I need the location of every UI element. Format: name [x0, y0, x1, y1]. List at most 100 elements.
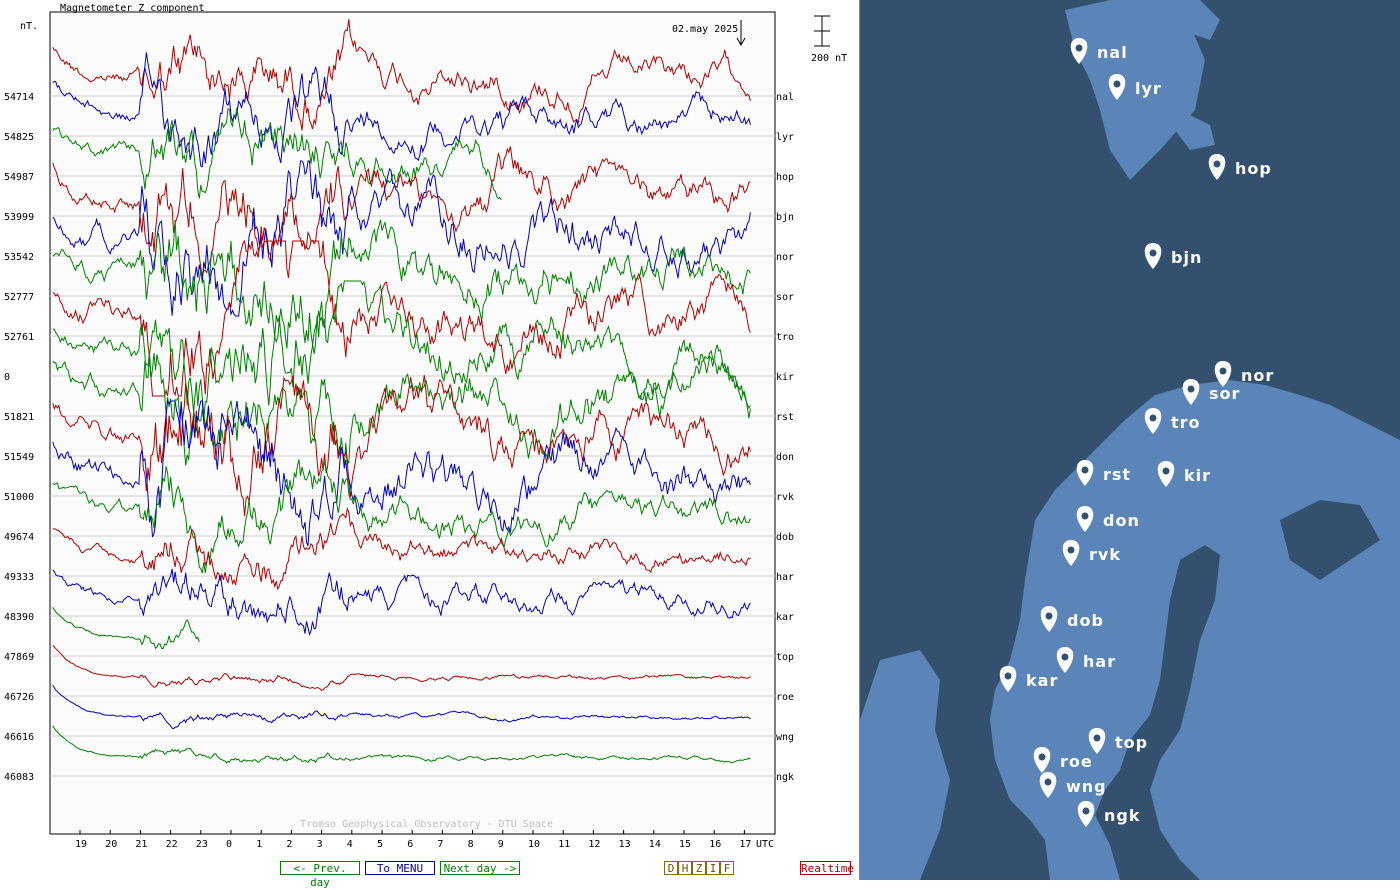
map-pin-rvk[interactable]: rvk [1062, 540, 1121, 566]
x-tick-20: 20 [105, 839, 117, 850]
realtime-button[interactable]: Realtime [800, 861, 854, 875]
map-pin-dob[interactable]: dob [1040, 606, 1104, 632]
series-hop [52, 107, 502, 201]
pin-hole [1082, 807, 1090, 815]
station-label-don: don [776, 452, 794, 463]
x-tick-9: 9 [498, 839, 504, 850]
baseline-value-nor: 53542 [4, 252, 34, 263]
x-unit-label: UTC [756, 839, 774, 850]
series-nal [52, 19, 751, 131]
footer-credit: Tromso Geophysical Observatory - DTU Spa… [300, 819, 553, 830]
menu-button[interactable]: To MENU [365, 861, 435, 875]
component-i-button[interactable]: I [706, 861, 720, 875]
component-f-button[interactable]: F [720, 861, 734, 875]
baseline-value-ngk: 46083 [4, 772, 34, 783]
svalbard-main-island [1065, 0, 1205, 180]
series-kar [52, 568, 751, 637]
map-label-roe: roe [1060, 752, 1093, 771]
baseline-value-hop: 54987 [4, 172, 34, 183]
x-tick-14: 14 [649, 839, 661, 850]
x-tick-19: 19 [75, 839, 87, 850]
chart-title: Magnetometer Z component [60, 3, 205, 14]
x-tick-4: 4 [347, 839, 353, 850]
map-pin-bjn[interactable]: bjn [1144, 243, 1203, 269]
y-unit-label: nT. [20, 21, 38, 32]
map-label-hop: hop [1235, 159, 1272, 178]
pin-hole [1187, 385, 1195, 393]
x-tick-5: 5 [377, 839, 383, 850]
x-tick-16: 16 [709, 839, 721, 850]
x-tick-15: 15 [679, 839, 691, 850]
series-bjn [52, 146, 751, 277]
component-d-button[interactable]: D [664, 861, 678, 875]
baltic-sea [1095, 545, 1220, 880]
map-pin-tro[interactable]: tro [1144, 408, 1201, 434]
station-label-nal: nal [776, 92, 794, 103]
map-pin-nor[interactable]: nor [1214, 361, 1275, 387]
map-pin-har[interactable]: har [1056, 647, 1116, 673]
baseline-value-roe: 46726 [4, 692, 34, 703]
station-label-kir: kir [776, 372, 794, 383]
svalbard-east-island [1175, 110, 1215, 150]
map-pin-kir[interactable]: kir [1157, 461, 1211, 487]
x-tick-17: 17 [739, 839, 751, 850]
map-label-kir: kir [1184, 466, 1211, 485]
series-ngk [52, 725, 751, 764]
map-pin-wng[interactable]: wng [1039, 772, 1107, 798]
map-pin-hop[interactable]: hop [1208, 154, 1272, 180]
british-isles [860, 650, 950, 880]
map-label-nal: nal [1097, 43, 1128, 62]
x-tick-21: 21 [135, 839, 147, 850]
map-label-ngk: ngk [1104, 806, 1140, 825]
map-pin-kar[interactable]: kar [999, 666, 1059, 692]
pin-hole [1067, 546, 1075, 554]
station-label-har: har [776, 572, 794, 583]
baseline-value-lyr: 54825 [4, 132, 34, 143]
pin-hole [1149, 414, 1157, 422]
map-pin-ngk[interactable]: ngk [1077, 801, 1141, 827]
series-kir [52, 280, 751, 432]
chart-canvas: Magnetometer Z component nT. 02.may 2025… [4, 3, 847, 850]
x-tick-11: 11 [558, 839, 570, 850]
station-label-bjn: bjn [776, 212, 794, 223]
pin-hole [1004, 672, 1012, 680]
map-label-bjn: bjn [1171, 248, 1202, 267]
pin-hole [1219, 367, 1227, 375]
station-label-rst: rst [776, 412, 794, 423]
map-pin-roe[interactable]: roe [1033, 747, 1093, 773]
map-pin-rst[interactable]: rst [1076, 460, 1131, 486]
baseline-value-nal: 54714 [4, 92, 34, 103]
map-pin-don[interactable]: don [1076, 506, 1140, 532]
prev-day-button[interactable]: <- Prev. day [280, 861, 360, 889]
baseline-value-bjn: 53999 [4, 212, 34, 223]
series-lyr [52, 52, 751, 168]
magnetometer-chart: Magnetometer Z component nT. 02.may 2025… [4, 0, 860, 889]
station-label-tro: tro [776, 332, 794, 343]
x-tick-12: 12 [588, 839, 600, 850]
component-z-button[interactable]: Z [692, 861, 706, 875]
station-label-top: top [776, 652, 794, 663]
baseline-value-rst: 51821 [4, 412, 34, 423]
x-tick-22: 22 [166, 839, 178, 850]
station-label-sor: sor [776, 292, 794, 303]
pin-hole [1038, 753, 1046, 761]
series-tro [52, 239, 751, 397]
x-tick-1: 1 [256, 839, 262, 850]
pin-hole [1045, 612, 1053, 620]
map-pin-nal[interactable]: nal [1070, 38, 1128, 64]
map-pin-sor[interactable]: sor [1182, 379, 1241, 405]
map-label-rst: rst [1103, 465, 1131, 484]
x-tick-2: 2 [286, 839, 292, 850]
x-tick-7: 7 [437, 839, 443, 850]
map-pin-top[interactable]: top [1088, 728, 1148, 754]
component-h-button[interactable]: H [678, 861, 692, 875]
svalbard-north-island [1140, 0, 1220, 40]
series-top [52, 607, 200, 650]
baseline-value-don: 51549 [4, 452, 34, 463]
baseline-value-sor: 52777 [4, 292, 34, 303]
map-label-dob: dob [1067, 611, 1104, 630]
map-pin-lyr[interactable]: lyr [1108, 74, 1162, 100]
series-rst [52, 349, 751, 467]
next-day-button[interactable]: Next day -> [440, 861, 520, 875]
